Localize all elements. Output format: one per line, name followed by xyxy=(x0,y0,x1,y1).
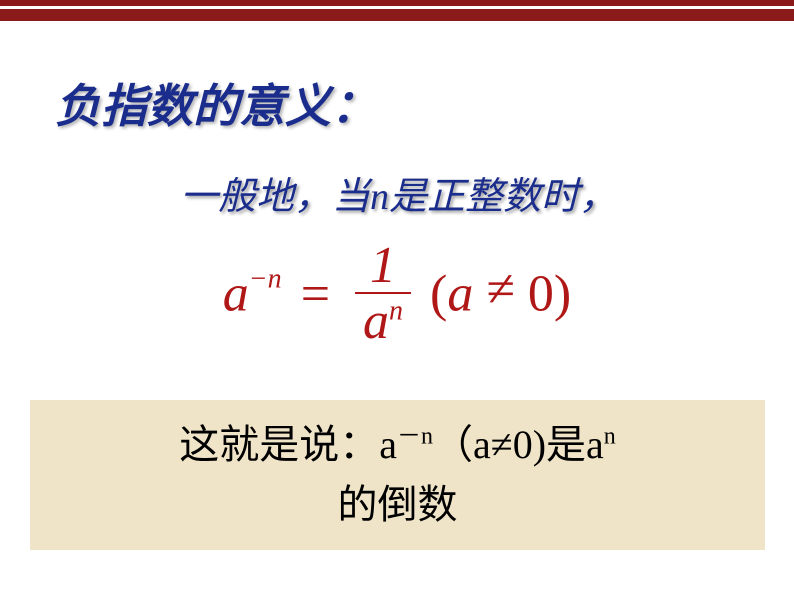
paren-close: ) xyxy=(554,266,571,323)
neq-sign: ≠ xyxy=(486,261,515,318)
page-title: 负指数的意义： xyxy=(55,70,377,136)
top-border xyxy=(0,0,794,21)
condition-a: a xyxy=(447,266,473,323)
equals-sign: = xyxy=(301,266,330,323)
subtitle-suffix: 是正整数时， xyxy=(389,176,617,218)
subtitle-var: n xyxy=(370,176,389,218)
explanation-box: 这就是说：a－n（a≠0)是an 的倒数 xyxy=(30,400,765,550)
subtitle-prefix: 一般地，当 xyxy=(180,176,370,218)
subtitle: 一般地，当n是正整数时， xyxy=(180,165,617,220)
paren-open: ( xyxy=(430,266,447,323)
fraction: 1 an xyxy=(355,240,411,348)
formula-exp-neg-n: −n xyxy=(249,264,282,295)
numerator: 1 xyxy=(355,240,411,294)
zero: 0 xyxy=(528,266,554,323)
formula: a−n = 1 an (a ≠ 0) xyxy=(0,240,794,348)
denominator: an xyxy=(355,294,411,348)
formula-base-a: a xyxy=(223,266,249,323)
explanation-text: 这就是说：a－n（a≠0)是an 的倒数 xyxy=(179,415,616,535)
